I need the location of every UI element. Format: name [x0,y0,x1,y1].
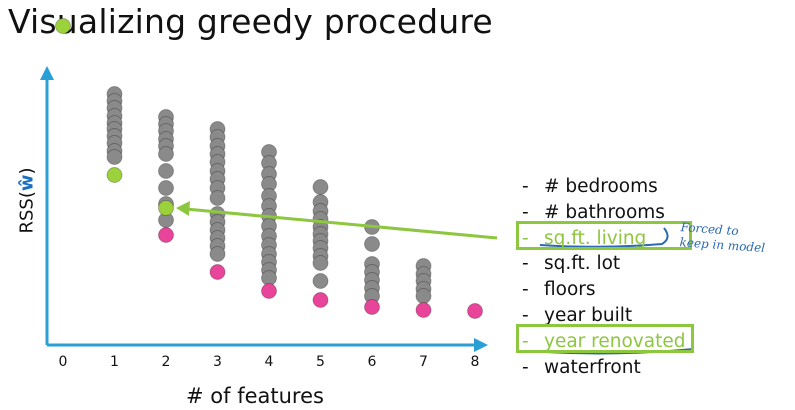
green-point [106,167,123,183]
pink-point [415,302,432,318]
gray-point [209,246,226,262]
slide-title: Visualizing greedy procedure [8,2,493,41]
pink-point [261,283,277,299]
feature-item: - # bathrooms [522,201,665,223]
pink-point [467,303,483,319]
pink-point [312,292,329,308]
gray-point [312,273,329,289]
x-tick-label: 6 [368,354,377,370]
x-tick-label: 7 [419,354,428,370]
gray-point [364,236,380,252]
axes [40,66,488,352]
gray-point [158,146,174,162]
y-axis-arrow [40,66,54,80]
green-point [158,200,174,216]
x-tick-label: 2 [162,354,171,370]
gray-point [158,180,174,196]
gray-point [106,149,123,165]
feature-item: - year built [522,304,633,326]
highlight-box-year-renovated [516,324,694,353]
feature-item: - sq.ft. lot [522,253,621,275]
gray-point [415,288,432,304]
x-tick-label: 0 [59,354,68,370]
gray-point [312,255,329,271]
feature-item: - waterfront [522,356,641,378]
pink-point [209,264,226,280]
x-tick-label: 4 [265,354,274,370]
x-axis-arrow [474,338,488,352]
feature-item-highlighted: - year renovated [522,330,686,352]
highlight-box-sqft-living [516,221,692,250]
x-axis-label: # of features [186,384,324,408]
feature-list: - # bedrooms - # bathrooms - sq.ft. living … [522,174,685,380]
gray-point [158,163,174,179]
x-tick-label: 1 [110,354,119,370]
x-tick-label: 3 [213,354,222,370]
feature-item: - # bedrooms [522,176,658,197]
pink-point [158,227,174,243]
x-tick-label: 8 [471,354,480,370]
gray-point [209,190,226,206]
x-tick-label: 5 [316,354,325,370]
forced-feature-arrow [176,201,498,240]
green-point [55,18,71,34]
pink-point [364,299,380,315]
feature-item: - floors [522,279,596,301]
feature-item-highlighted: - sq.ft. living [522,227,647,249]
gray-point [312,179,329,195]
